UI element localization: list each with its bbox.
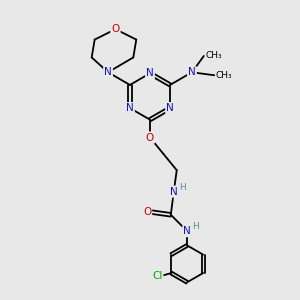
Text: CH₃: CH₃ bbox=[205, 51, 222, 60]
Text: N: N bbox=[146, 68, 154, 78]
Text: O: O bbox=[146, 133, 154, 142]
Text: N: N bbox=[126, 103, 134, 113]
Text: N: N bbox=[183, 226, 191, 236]
Text: Cl: Cl bbox=[152, 271, 162, 281]
Text: N: N bbox=[166, 103, 174, 113]
Text: N: N bbox=[188, 67, 196, 77]
Text: N: N bbox=[170, 187, 178, 196]
Text: H: H bbox=[179, 183, 185, 192]
Text: N: N bbox=[104, 67, 112, 77]
Text: H: H bbox=[192, 222, 199, 231]
Text: O: O bbox=[143, 207, 151, 217]
Text: O: O bbox=[111, 24, 120, 34]
Text: CH₃: CH₃ bbox=[216, 71, 232, 80]
